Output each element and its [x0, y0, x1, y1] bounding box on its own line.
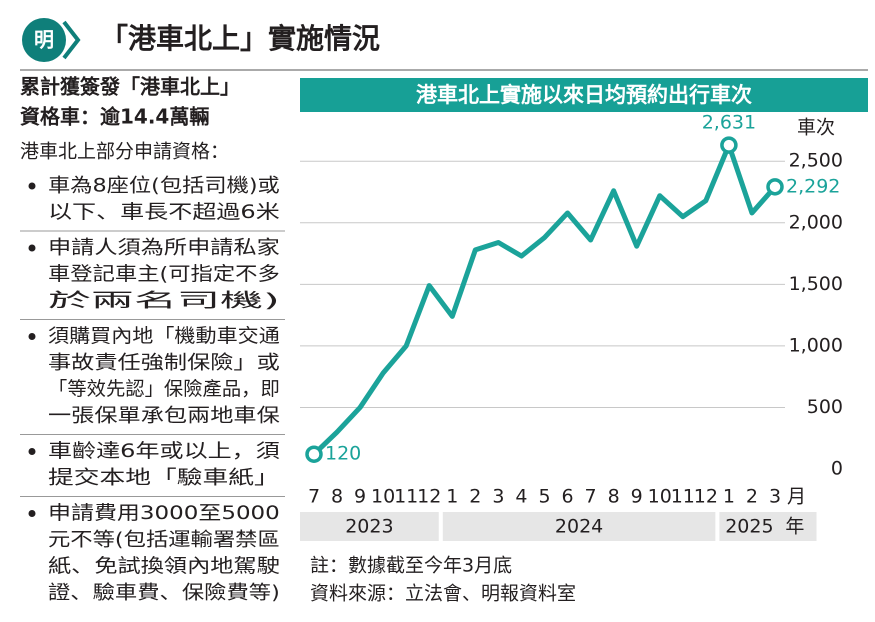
bullet-text: 證、驗車費、保險費等) — [48, 582, 280, 604]
x-tick-label: 12 — [417, 486, 441, 508]
data-label: 2,292 — [786, 175, 840, 197]
logo-chevron — [62, 20, 81, 60]
data-label: 2,631 — [702, 112, 756, 134]
x-tick-label: 1 — [446, 486, 458, 508]
bullet-dot — [28, 182, 36, 190]
data-line — [312, 142, 777, 457]
x-tick-label: 9 — [354, 486, 366, 508]
x-tick-label: 7 — [585, 486, 597, 508]
year-box — [442, 512, 716, 541]
logo: 明 — [34, 28, 54, 52]
data-label: 120 — [325, 443, 361, 465]
page-title: 「港車北上」實施情況 — [100, 22, 380, 55]
logo-circle — [22, 18, 66, 62]
x-tick-label: 11 — [394, 486, 418, 508]
x-tick-label: 1 — [723, 486, 735, 508]
bullet-text: 須購買內地「機動車交通 — [48, 325, 280, 347]
x-tick-label: 8 — [608, 486, 620, 508]
bullet-text: 元不等(包括運輸署禁區 — [48, 529, 280, 551]
bullet-text: 以下、車長不超過6米 — [48, 201, 280, 223]
intro: 港車北上部分申請資格： — [20, 141, 229, 163]
y-tick-label: 1,000 — [789, 334, 843, 356]
y-unit: 車次 — [797, 117, 835, 139]
note: 資料來源：立法會、明報資料室 — [310, 583, 576, 605]
bullet-text: 車登記車主(可指定不多 — [48, 263, 280, 285]
y-tick-label: 0 — [831, 458, 843, 480]
x-tick-label: 3 — [492, 486, 504, 508]
bullet-dot — [28, 244, 36, 252]
x-tick-label: 9 — [631, 486, 643, 508]
bullet-text: 車為8座位(包括司機)或 — [48, 175, 280, 197]
bullet-text: 紙、免試換領內地駕駛 — [48, 555, 280, 577]
bullet-text: 提交本地「驗車紙」 — [48, 467, 280, 489]
chart-title: 港車北上實施以來日均預約出行車次 — [416, 83, 752, 107]
bullet-text: 於兩名司機) — [48, 290, 280, 312]
year-label: 2023 — [345, 516, 393, 538]
bullet-dot — [28, 333, 36, 340]
x-tick-label: 2 — [746, 486, 758, 508]
bullet-dot — [28, 510, 36, 517]
data-point — [766, 178, 784, 196]
note: 註：數據截至今年3月底 — [310, 555, 512, 577]
bullet-text: 申請人須為所申請私家 — [48, 237, 280, 259]
chart-banner — [300, 78, 868, 112]
x-tick-label: 12 — [694, 486, 718, 508]
year-box — [719, 512, 817, 541]
y-tick-label: 2,000 — [789, 211, 843, 233]
x-tick-label: 6 — [562, 486, 574, 508]
data-point — [720, 136, 738, 154]
bullet-dot — [28, 448, 36, 455]
y-tick-label: 1,500 — [789, 273, 843, 295]
bullet-text: 「等效先認」保險產品，即 — [48, 378, 280, 400]
x-tick-label: 2 — [469, 486, 481, 508]
bullet-text: 事故責任強制保險」或 — [48, 352, 280, 374]
x-tick-label: 10 — [371, 486, 395, 508]
x-tick-label: 4 — [515, 486, 527, 508]
headline: 累計獲簽發「港車北上」 — [20, 75, 240, 99]
y-tick-label: 2,500 — [789, 150, 843, 172]
x-tick-label: 7 — [308, 486, 320, 508]
year-label: 2025 — [725, 516, 773, 538]
year-box — [300, 512, 439, 541]
headline: 資格車：逾14.4萬輛 — [20, 105, 209, 129]
x-unit: 月 — [787, 486, 806, 508]
y-tick-label: 500 — [807, 396, 843, 418]
year-unit: 年 — [785, 516, 804, 538]
x-tick-label: 11 — [671, 486, 695, 508]
year-label: 2024 — [555, 516, 603, 538]
bullet-text: 一張保單承包兩地車保 — [48, 405, 280, 427]
data-point — [305, 445, 323, 463]
x-tick-label: 5 — [538, 486, 550, 508]
bullet-text: 車齡達6年或以上，須 — [48, 440, 280, 462]
x-tick-label: 8 — [331, 486, 343, 508]
bullet-text: 申請費用3000至5000 — [48, 502, 280, 524]
x-tick-label: 10 — [648, 486, 672, 508]
x-tick-label: 3 — [769, 486, 781, 508]
